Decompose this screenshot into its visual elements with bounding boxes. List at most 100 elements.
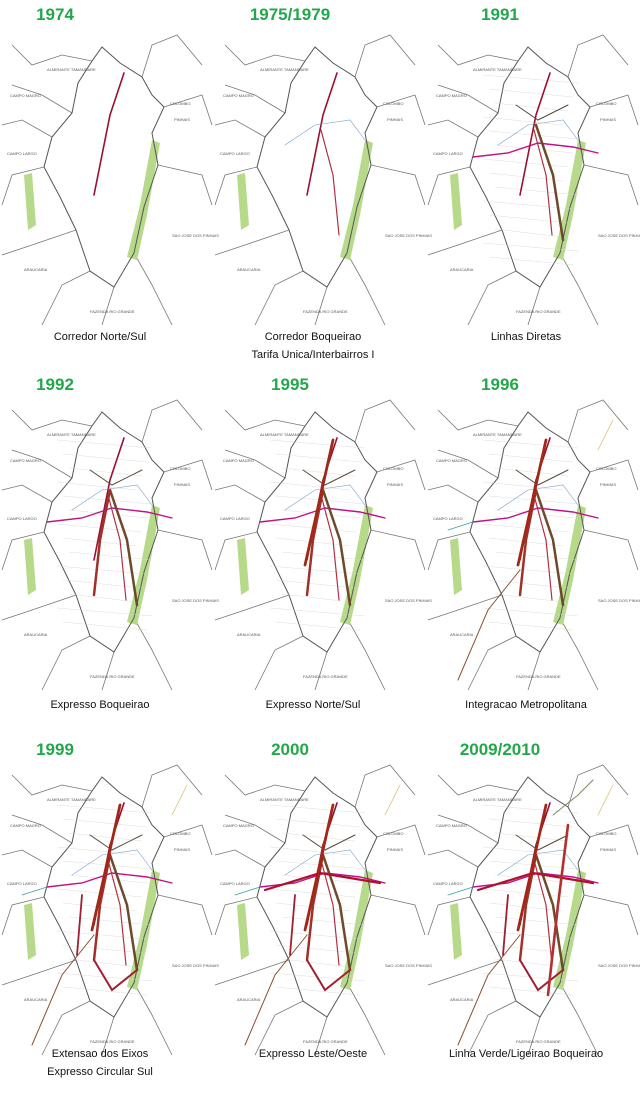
street <box>269 846 351 856</box>
transit-route <box>92 488 112 597</box>
transit-route <box>533 859 553 966</box>
county-border <box>437 774 519 796</box>
transit-route <box>31 934 95 1046</box>
map: ALMIRANTE TAMANDARE CAMPO MAGRO COLOMBO PIN… <box>1 399 219 691</box>
county-border <box>589 94 639 126</box>
street <box>68 509 148 519</box>
transit-route <box>93 437 125 561</box>
map: ALMIRANTE TAMANDARE CAMPO MAGRO COLOMBO PIN… <box>427 34 640 326</box>
transit-route <box>502 894 509 956</box>
map-label: CAMPO MAGRO <box>223 823 254 828</box>
map-label: ARAUCARIA <box>24 267 48 272</box>
county-border <box>1 531 45 571</box>
transit-route <box>472 142 599 158</box>
street <box>68 958 138 968</box>
transit-route <box>93 72 125 196</box>
county-border <box>589 824 639 856</box>
county-border <box>567 34 629 78</box>
transit-route <box>71 849 153 876</box>
map-label: ARAUCARIA <box>237 267 261 272</box>
map-label: ARAUCARIA <box>24 997 48 1002</box>
panel: 1975/1979 ALMIRANTE TAMANDARE CAMPO MAGRO C… <box>214 5 432 361</box>
county-border <box>589 459 639 491</box>
year-title: 1974 <box>36 5 74 24</box>
map-label: SAO JOSE DOS PINHAIS <box>385 963 432 968</box>
caption: Expresso Circular Sul <box>47 1066 153 1078</box>
street <box>281 467 356 477</box>
county-border <box>11 84 73 114</box>
transit-route <box>244 934 308 1046</box>
map-label: CAMPO MAGRO <box>10 458 41 463</box>
city-boundary <box>256 411 378 653</box>
transit-route <box>306 72 338 196</box>
year-title: 1995 <box>271 375 309 394</box>
city-boundary <box>43 46 165 288</box>
year-title: 1991 <box>481 5 519 24</box>
street <box>275 453 361 463</box>
county-border <box>224 409 306 431</box>
green-strip <box>24 173 36 230</box>
transit-route <box>516 803 548 932</box>
street <box>68 551 153 561</box>
street <box>269 804 366 814</box>
transit-route <box>76 894 83 956</box>
county-border <box>254 635 304 691</box>
street <box>281 916 366 926</box>
map-label: ARAUCARIA <box>450 632 474 637</box>
county-border <box>427 594 503 621</box>
map-label: SAO JOSE DOS PINHAIS <box>385 233 432 238</box>
county-border <box>11 774 93 796</box>
year-title: 1996 <box>481 375 519 394</box>
caption: Linhas Diretas <box>491 331 562 343</box>
transit-route <box>457 569 521 681</box>
city-boundary <box>43 411 165 653</box>
caption: Extensao dos Eixos <box>52 1048 149 1060</box>
map-label: FAZENDA RIO GRANDE <box>516 1039 561 1044</box>
panel: 2009/2010 ALMIRANTE TAMANDARE CAMPO MAGRO C… <box>427 740 640 1060</box>
map-label: PINHAIS <box>387 482 403 487</box>
transit-route <box>320 129 340 236</box>
green-strip <box>237 903 249 960</box>
transit-route <box>321 853 352 972</box>
green-strip <box>237 538 249 595</box>
street <box>281 958 351 968</box>
map-label: FAZENDA RIO GRANDE <box>90 309 135 314</box>
map-label: CAMPO MAGRO <box>223 458 254 463</box>
street <box>482 439 579 449</box>
street <box>68 467 143 477</box>
county-border <box>370 894 426 936</box>
year-title: 2000 <box>271 740 309 759</box>
county-border <box>101 286 115 326</box>
county-border <box>41 1000 91 1056</box>
transit-route <box>518 853 538 962</box>
street <box>56 930 148 940</box>
transit-route <box>90 803 122 932</box>
map-label: SAO JOSE DOS PINHAIS <box>385 598 432 603</box>
street <box>68 874 148 884</box>
street <box>281 832 356 842</box>
street <box>488 88 574 98</box>
transit-route <box>46 872 173 888</box>
street <box>56 523 143 533</box>
street <box>62 453 148 463</box>
county-border <box>157 164 213 206</box>
caption: Linha Verde/Ligeirao Boqueirao <box>449 1048 603 1060</box>
street <box>275 818 361 828</box>
map-label: FAZENDA RIO GRANDE <box>303 309 348 314</box>
county-border <box>214 594 290 621</box>
county-border <box>467 270 517 326</box>
map: ALMIRANTE TAMANDARE CAMPO MAGRO COLOMBO PIN… <box>427 399 640 691</box>
county-border <box>1 484 53 503</box>
street <box>482 116 564 126</box>
county-border <box>354 764 416 808</box>
county-border <box>224 814 286 844</box>
county-border <box>214 166 258 206</box>
green-strip <box>127 140 160 260</box>
transit-route <box>284 484 366 511</box>
street <box>488 818 574 828</box>
transit-route <box>457 934 521 1046</box>
county-border <box>437 814 499 844</box>
street <box>62 621 148 631</box>
county-border <box>437 409 519 431</box>
street <box>482 846 564 856</box>
